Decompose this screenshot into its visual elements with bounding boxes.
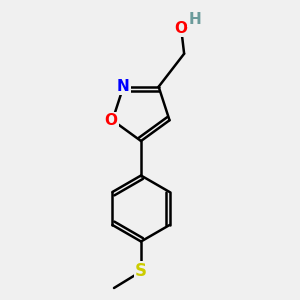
Text: O: O xyxy=(175,21,188,36)
Text: H: H xyxy=(188,12,201,27)
Text: N: N xyxy=(117,79,130,94)
Text: S: S xyxy=(135,262,147,280)
Text: O: O xyxy=(104,113,118,128)
